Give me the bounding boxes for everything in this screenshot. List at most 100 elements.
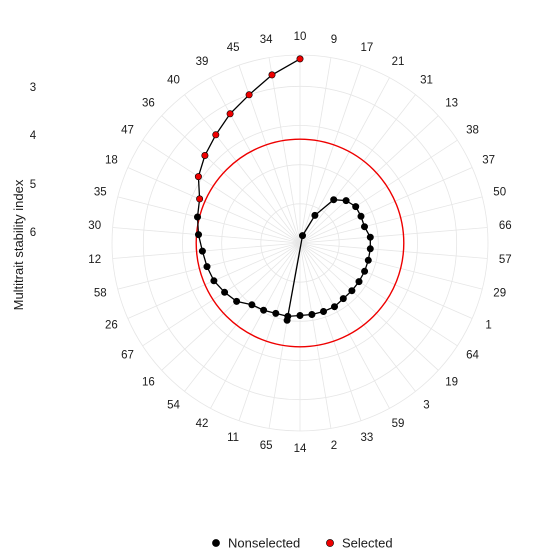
series-layer [194,55,374,324]
data-point-50 [360,223,368,231]
data-point-13 [342,197,350,205]
category-label: 38 [466,124,479,136]
grid-spoke [161,242,301,371]
data-point-2 [308,310,316,318]
grid-spoke [184,242,301,392]
data-point-66 [366,233,374,241]
data-point-19 [348,287,356,295]
grid-spoke [210,77,301,244]
data-point-38 [352,203,360,211]
data-point-54 [248,301,256,309]
radial-tick-label: 4 [30,130,37,142]
category-label: 57 [499,254,512,266]
data-point-10 [296,55,304,63]
grid-spoke [210,242,301,409]
category-label: 11 [227,432,239,444]
grid-spoke [299,196,483,244]
category-label: 42 [196,418,209,430]
grid-spoke [299,242,483,290]
data-point-57 [366,245,374,253]
legend: Nonselected Selected [212,536,393,551]
category-label: 54 [167,400,180,412]
grid-spoke [299,167,473,244]
category-label: 26 [105,320,118,332]
category-label: 16 [142,377,155,389]
data-point-58 [203,263,211,271]
radial-tick-labels: 3 4 5 6 [30,82,37,239]
category-label: 37 [482,154,495,166]
legend-label: Selected [342,536,393,551]
category-label: 58 [94,288,107,300]
grid-spoke [299,227,488,244]
category-label: 14 [294,443,307,455]
data-point-59 [330,303,338,311]
grid-spoke [142,242,301,347]
grid-spoke [238,242,301,421]
data-point-1 [361,267,369,275]
category-label: 47 [121,124,134,136]
data-point-42 [260,306,268,314]
data-point-31 [330,196,338,204]
grid-spoke [268,242,301,429]
data-point-14 [296,311,304,319]
grid-spoke [299,242,488,259]
legend-marker [326,539,334,547]
grid-spoke [127,167,301,244]
category-label: 19 [445,377,458,389]
data-point-47 [194,173,202,181]
data-point-12 [198,247,206,255]
data-point-64 [355,278,363,286]
data-point-11 [272,309,280,317]
grid-spoke [299,242,362,421]
radial-tick-label: 5 [30,179,36,191]
grid-spoke [112,227,301,244]
y-axis-label: Multitrait stability index [11,179,26,310]
data-point-26 [210,277,218,285]
data-point-36 [201,152,209,160]
data-point-39 [226,110,234,118]
category-label: 21 [392,56,405,68]
legend-marker [212,539,220,547]
grid-spoke [112,242,301,259]
category-label: 29 [493,288,506,300]
category-label: 67 [121,350,134,362]
category-label: 3 [423,400,429,412]
category-label: 17 [361,42,374,54]
data-point-45 [245,91,253,99]
grid-spoke [142,139,301,244]
category-label: 66 [499,220,512,232]
grid-spoke [299,94,416,244]
category-label: 10 [294,31,307,43]
data-point-21 [311,211,319,219]
grid-spoke [299,65,362,244]
series-line [196,58,371,321]
grid-spoke [299,242,332,429]
data-point-35 [194,213,202,221]
data-point-33 [319,307,327,315]
grid-spoke [117,196,301,244]
category-label: 9 [331,34,337,46]
data-point-65 [284,312,292,320]
radial-tick-label: 6 [30,227,36,239]
grid-spoke [299,57,332,244]
grid-spoke [299,115,439,244]
legend-label: Nonselected [228,536,300,551]
data-point-16 [233,297,241,305]
category-label: 12 [88,254,101,266]
category-label: 35 [94,186,107,198]
grid-spoke [299,242,390,409]
grid-spoke [299,242,416,392]
data-point-3 [339,295,347,303]
category-label: 33 [361,432,374,444]
category-label: 18 [105,154,118,166]
category-label: 31 [420,74,433,86]
data-point-37 [357,212,365,220]
data-point-17 [298,232,306,240]
grid-spoke [161,115,301,244]
category-label: 65 [260,440,273,452]
data-point-67 [221,288,229,296]
data-point-30 [195,231,203,239]
category-label: 34 [260,34,273,46]
category-label: 1 [485,320,491,332]
